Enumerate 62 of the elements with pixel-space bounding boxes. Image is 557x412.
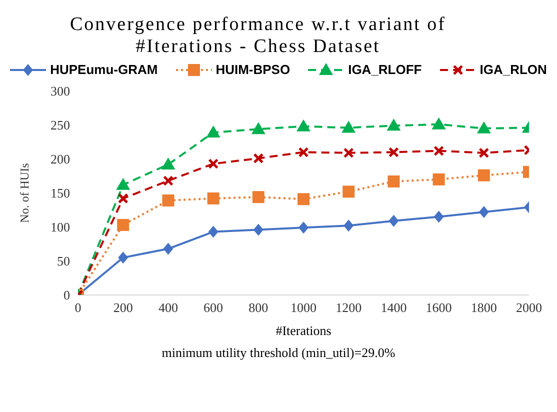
y-tick-label: 300 [50,84,70,99]
point [388,146,399,158]
point [478,148,490,158]
point [163,242,174,255]
x-tick-label: 800 [248,300,268,316]
point [118,193,128,204]
legend-label: IGA_RLON [478,62,547,77]
y-tick-label: 0 [64,288,70,303]
y-tick-label: 250 [50,118,70,133]
x-tick-label: 1800 [470,300,497,316]
point [434,210,444,223]
x-tick-label: 2000 [516,300,542,316]
point [208,226,218,238]
y-tick-label: 200 [50,152,70,167]
point [208,158,219,170]
point [253,224,264,236]
point [388,214,399,227]
point [343,148,354,158]
point [434,146,444,156]
y-tick-label: 50 [57,254,70,269]
chart-title: Convergence performance w.r.t variant of #Iterations - Chess Dataset [68,14,447,58]
x-axis-title: #Iterations [276,323,332,338]
point [161,157,176,170]
point [298,146,309,158]
point [207,192,220,204]
x-tick-label: 600 [204,300,224,316]
point [342,120,356,133]
point [162,176,174,186]
point [298,193,310,206]
x-tick-label: 1600 [426,300,452,316]
x-tick-label: 1200 [336,300,362,316]
point [116,178,130,190]
y-tick-label: 100 [50,220,70,235]
legend-label: IGA_RLOFF [347,62,422,77]
point [298,222,308,234]
y-axis-title: No. of HUIs [17,162,32,223]
x-tick-label: 1000 [290,300,316,316]
point [118,252,128,264]
x-tick-label: 200 [113,300,133,316]
point [388,175,400,188]
point [432,117,446,130]
point [252,191,264,204]
point [253,153,264,164]
legend-label: HUPEumu-GRAM [49,62,158,77]
x-tick-label: 0 [74,300,82,316]
point [478,206,489,218]
point [117,218,130,231]
point [251,122,266,134]
point [296,119,310,132]
point [476,121,491,134]
point [344,220,354,232]
text: minimum utility threshold (min_util)=29.0% [160,345,396,361]
legend-label: HUIM-BPSO [214,62,290,77]
point [386,118,401,131]
x-tick-label: 1400 [380,300,407,316]
point [478,169,490,182]
point [342,186,355,198]
point [162,194,174,206]
point [432,173,445,186]
y-tick-label: 150 [50,186,70,201]
point [206,125,220,138]
x-tick-label: 400 [158,300,178,316]
